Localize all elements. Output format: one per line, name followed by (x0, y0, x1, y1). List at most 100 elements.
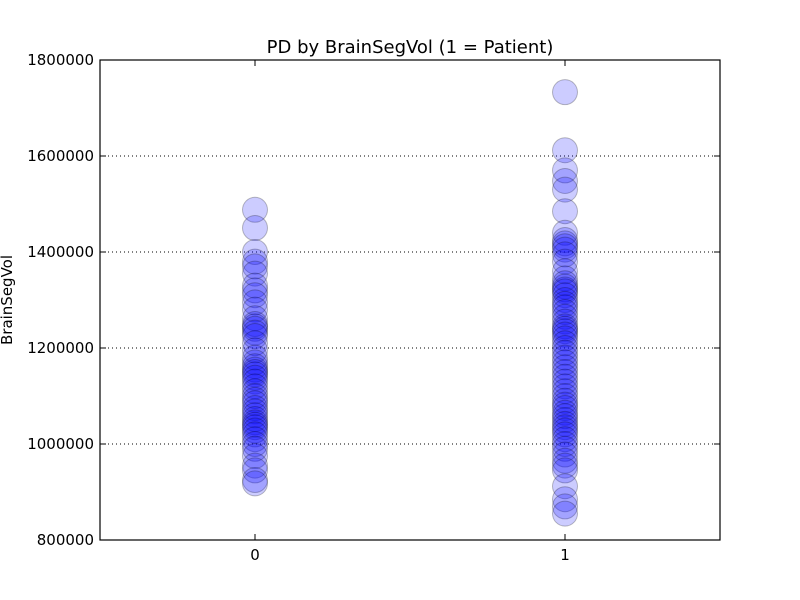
data-point (552, 287, 578, 313)
data-point (242, 417, 268, 444)
data-point (242, 390, 268, 417)
data-point (552, 344, 578, 371)
data-point (552, 383, 578, 409)
data-point (242, 349, 268, 376)
data-point (242, 337, 268, 364)
data-point (552, 241, 578, 268)
data-point (552, 500, 578, 527)
data-point (552, 227, 578, 253)
data-point (552, 321, 578, 348)
data-point (552, 441, 578, 468)
data-point (242, 359, 268, 385)
data-point (552, 236, 578, 263)
data-point (552, 233, 578, 260)
data-point (552, 410, 578, 437)
data-point (242, 305, 268, 332)
data-point (552, 387, 578, 414)
y-tick-label: 1400000 (27, 243, 94, 261)
data-point (552, 378, 578, 405)
data-point (552, 407, 578, 433)
y-tick-label: 1200000 (27, 339, 94, 357)
data-point (552, 315, 578, 342)
data-point (552, 486, 578, 513)
grid-lines (100, 155, 720, 445)
data-point (552, 248, 578, 275)
data-point (552, 359, 578, 385)
data-point (242, 368, 268, 395)
data-point (242, 398, 268, 425)
data-point (552, 426, 578, 453)
data-point (242, 435, 268, 462)
data-point (242, 282, 268, 309)
data-point (552, 414, 578, 441)
data-point (552, 339, 578, 366)
data-point (242, 253, 268, 280)
data-point (552, 421, 578, 448)
data-point (552, 403, 578, 430)
data-point (552, 176, 578, 203)
data-point (242, 272, 268, 299)
data-point (552, 230, 578, 257)
data-point (552, 270, 578, 297)
data-point (552, 198, 578, 225)
data-point (552, 219, 578, 246)
data-point (552, 276, 578, 303)
data-point (552, 318, 578, 345)
data-point (552, 349, 578, 376)
data-point (552, 447, 578, 474)
y-tick-label: 1800000 (27, 51, 94, 69)
data-point (242, 323, 268, 349)
data-point (242, 215, 268, 241)
data-point (242, 406, 268, 433)
data-point (552, 265, 578, 292)
data-point (552, 457, 578, 484)
data-point (242, 426, 268, 453)
y-tick-label: 1000000 (27, 435, 94, 453)
data-point (552, 79, 578, 106)
data-point (552, 473, 578, 500)
data-point (242, 452, 268, 479)
data-point (552, 273, 578, 300)
chart-title: PD by BrainSegVol (1 = Patient) (267, 37, 554, 58)
y-tick-labels: 800000 1000000 1200000 1400000 1600000 180000… (27, 51, 94, 549)
data-point (242, 373, 268, 400)
data-point (552, 258, 578, 285)
data-point (552, 294, 578, 321)
data-point (242, 277, 268, 304)
data-point (242, 409, 268, 436)
data-point (552, 157, 578, 184)
data-point (552, 299, 578, 325)
data-point (242, 296, 268, 323)
data-point (242, 313, 268, 340)
data-point (242, 411, 268, 438)
data-point (242, 443, 268, 469)
plot-frame (99, 59, 721, 541)
data-point (552, 417, 578, 444)
data-point (552, 395, 578, 421)
data-point (242, 311, 268, 337)
data-point (552, 368, 578, 395)
data-point (242, 467, 268, 493)
data-point (242, 364, 268, 391)
data-point (242, 383, 268, 409)
data-point (242, 289, 268, 316)
data-point (242, 421, 268, 448)
data-point (552, 313, 578, 340)
data-point (552, 167, 578, 194)
data-point (242, 344, 268, 371)
data-point (242, 470, 268, 497)
data-point (552, 137, 578, 164)
data-point (552, 435, 578, 462)
data-point (242, 315, 268, 342)
axis-ticks (100, 59, 720, 541)
data-point (552, 308, 578, 335)
data-point (242, 395, 268, 421)
data-point (552, 354, 578, 381)
data-point (552, 452, 578, 479)
data-point (242, 196, 268, 223)
y-axis-label: BrainSegVol (0, 255, 16, 345)
data-point (242, 457, 268, 484)
data-point (242, 402, 268, 429)
